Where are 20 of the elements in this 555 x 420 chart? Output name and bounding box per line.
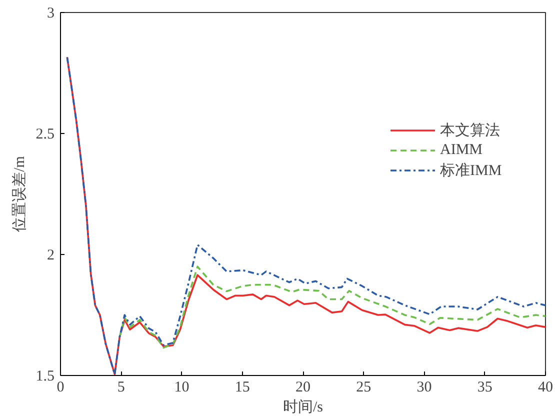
y-tick-label: 2 [47, 248, 54, 264]
x-tick-label: 10 [174, 380, 190, 396]
x-tick-label: 5 [117, 380, 125, 396]
x-axis-title: 时间/s [283, 398, 324, 416]
x-tick-label: 0 [56, 380, 64, 396]
x-tick-label: 20 [296, 380, 310, 396]
x-tick-label: 40 [538, 380, 553, 396]
legend-label: 标准IMM [440, 162, 502, 180]
y-axis-title: 位置误差/m [10, 156, 28, 232]
x-tick-label: 15 [234, 380, 250, 396]
x-tick-label: 35 [477, 380, 492, 396]
y-tick-label: 3 [47, 6, 54, 22]
line-series [66, 56, 546, 376]
legend-label: 本文算法 [440, 122, 500, 140]
x-tick-label: 25 [356, 380, 372, 396]
x-tick-label: 30 [416, 380, 432, 396]
y-tick-label: 1.5 [36, 368, 54, 384]
legend-label: AIMM [440, 142, 483, 158]
y-tick-label: 2.5 [36, 126, 54, 142]
line-series [118, 266, 546, 349]
